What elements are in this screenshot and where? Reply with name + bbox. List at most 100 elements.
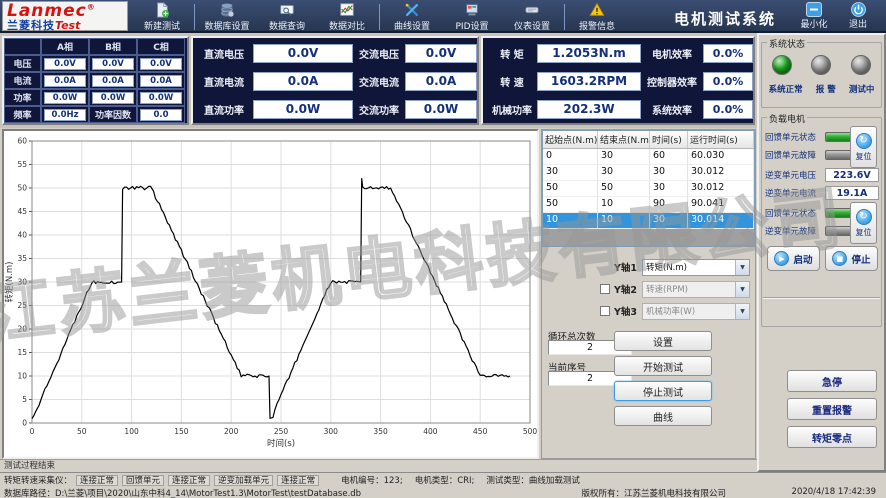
svg-text:150: 150 [174,427,189,436]
svg-text:500: 500 [523,427,537,436]
toolbar-label: 新建测试 [143,21,180,32]
y-axis-3-checkbox[interactable] [600,306,610,316]
y-axis-1-label: Y轴1 [614,263,637,274]
phase-measurement-panel: A相 B相 C相 电压 0.0V 0.0V 0.0V 电流 0.0A 0.0A … [2,36,189,125]
reset-button-2[interactable]: ↻ 复位 [850,202,877,244]
phase-a-power: 0.0W [43,91,87,104]
curve-settings-button[interactable]: 曲线设置 [382,1,442,32]
dc-power-value: 0.0W [253,99,353,119]
alarm-label: 报 警 [815,85,836,95]
ac-voltage-label: 交流电压 [359,49,399,61]
svg-text:60: 60 [17,137,27,146]
current-row-label: 电流 [4,72,41,89]
table-row[interactable]: 30 30 30 30.012 [543,165,754,181]
stop-button[interactable]: ■ 停止 [825,246,878,271]
segment-table-header: 起始点(N.m) 结束点(N.m) 时间(s) 运行时间(s) [543,131,754,149]
torque-zero-button[interactable]: 转矩零点 [787,426,877,448]
svg-text:250: 250 [274,427,289,436]
system-ok-label: 系统正常 [768,85,803,95]
exit-button[interactable]: 退出 [838,2,878,32]
new-test-button[interactable]: 新建测试 [132,1,192,32]
new-test-icon [154,1,170,18]
database-settings-icon [219,2,235,18]
dc-current-label: 直流电流 [204,77,244,89]
frequency-value: 0.0Hz [43,108,87,121]
table-row[interactable]: 50 50 30 30.012 [543,181,754,197]
alarm-info-button[interactable]: 报警信息 [567,1,627,32]
set-button[interactable]: 设置 [614,331,712,351]
start-button[interactable]: ▶ 启动 [767,246,820,271]
chevron-down-icon: ▼ [735,259,749,275]
start-test-button[interactable]: 开始测试 [614,356,712,376]
exit-label: 退出 [848,20,867,30]
load-motor-group: 负载电机 回馈单元状态 回馈单元故障 ↻ 复位 逆变单元电压 223.6V 逆变… [761,112,882,327]
svg-text:55: 55 [17,160,27,169]
page-title: 电机测试系统 [673,10,776,28]
device-status-chip: 连接正常 [76,474,119,486]
y-axis-1-select[interactable]: 转矩(N.m) ▼ [642,258,750,276]
toolbar-separator [194,3,195,30]
test-control-panel: 起始点(N.m) 结束点(N.m) 时间(s) 运行时间(s) 0 30 60 60.… [541,129,756,459]
table-row[interactable]: 50 10 90 90.041 [543,197,754,213]
inverter-fault-label: 逆变单元故障 [765,227,817,237]
svg-text:100: 100 [124,427,139,436]
data-query-button[interactable]: 数据查询 [257,1,317,32]
logo-subtext-cn: 兰菱科技 [7,19,55,32]
ac-current-label: 交流电流 [359,77,399,89]
emergency-stop-button[interactable]: 急停 [787,370,877,392]
segment-table[interactable]: 起始点(N.m) 结束点(N.m) 时间(s) 运行时间(s) 0 30 60 60.… [542,130,755,247]
device-label: 转矩转速采集仪： [4,476,73,486]
speed-label: 转 速 [500,77,524,89]
db-path-label: 数据库路径： [4,489,56,498]
torque-measurement-panel: 转 矩 1.2053N.m 电机效率 0.0% 转 速 1603.2RPM 控制… [481,36,755,125]
instrument-settings-icon [524,2,540,18]
data-compare-button[interactable]: 数据对比 [317,1,377,32]
alarm-led [811,55,832,75]
pid-settings-icon [464,2,480,18]
database-settings-button[interactable]: 数据库设置 [197,1,257,32]
svg-text:30: 30 [17,278,27,287]
torque-time-chart: 0 50 100 150 200 250 300 350 400 450 500 0 5 10 15 20 25… [2,129,539,459]
y-axis-3-label: Y轴3 [614,307,637,318]
alarm-info-icon [589,2,605,18]
curve-settings-icon [404,2,420,18]
reset-button-1[interactable]: ↻ 复位 [850,126,877,168]
lanmec-logo: Lanmec® 兰菱科技Test [2,1,128,31]
phase-b-header: B相 [89,38,137,55]
y-axis-2-checkbox[interactable] [600,284,610,294]
dc-voltage-label: 直流电压 [204,49,244,61]
table-row-selected[interactable]: 10 10 30 30.014 [543,213,754,229]
svg-text:20: 20 [17,325,27,334]
current-index-label: 当前序号 [548,363,587,374]
phase-a-current: 0.0A [43,74,87,87]
minimize-button[interactable]: 最小化 [794,2,834,32]
measurement-strip: A相 B相 C相 电压 0.0V 0.0V 0.0V 电流 0.0A 0.0A … [0,33,757,128]
stop-test-button[interactable]: 停止测试 [614,381,712,401]
chevron-down-icon: ▼ [735,281,749,297]
dc-power-label: 直流功率 [204,105,244,117]
pid-settings-button[interactable]: PID设置 [442,1,502,32]
y-axis-3-select[interactable]: 机械功率(W) ▼ [642,302,750,320]
instrument-settings-button[interactable]: 仪表设置 [502,1,562,32]
inverter-status-chip: 连接正常 [277,474,320,486]
ac-power-label: 交流功率 [359,105,399,117]
toolbar-label: 曲线设置 [393,21,430,32]
svg-text:350: 350 [373,427,388,436]
table-row[interactable]: 0 30 60 60.030 [543,149,754,165]
toolbar-label: 数据库设置 [204,21,250,32]
svg-text:0: 0 [22,419,27,428]
svg-text:40: 40 [17,231,27,240]
system-efficiency-value: 0.0% [703,99,753,119]
phase-c-power: 0.0W [139,91,183,104]
feedback-fault-label: 回馈单元故障 [765,151,817,161]
phase-a-voltage: 0.0V [43,57,87,70]
toolbar-separator [379,3,380,30]
torque-value: 1.2053N.m [537,43,641,63]
speed-value: 1603.2RPM [537,71,641,91]
reset-alarm-button[interactable]: 重置报警 [787,398,877,420]
phase-a-header: A相 [41,38,89,55]
y-axis-2-select[interactable]: 转速(RPM) ▼ [642,280,750,298]
toolbar: 新建测试 数据库设置 数据查询 数据对比 [132,0,627,33]
curve-button[interactable]: 曲线 [614,406,712,426]
system-status-title: 系统状态 [767,37,808,50]
